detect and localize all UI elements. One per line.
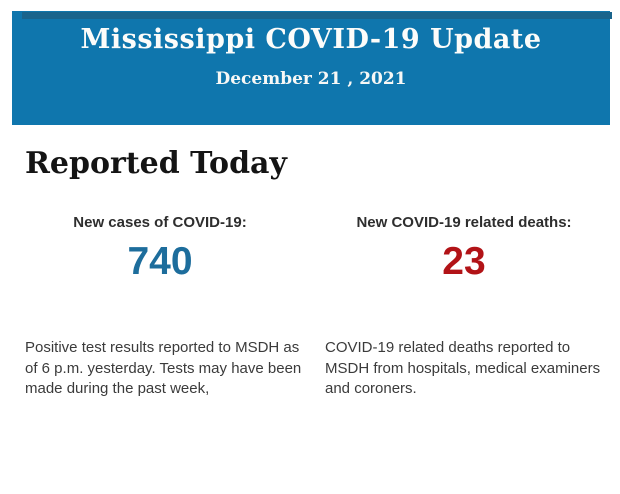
new-cases-label: New cases of COVID-19: [73, 214, 247, 231]
new-deaths-description: COVID-19 related deaths reported to MSDH… [325, 338, 603, 400]
section-heading: Reported Today [25, 146, 287, 181]
new-deaths-label: New COVID-19 related deaths: [356, 214, 572, 231]
stats-row: New cases of COVID-19: 740 Positive test… [25, 214, 620, 400]
stat-new-deaths: New COVID-19 related deaths: 23 COVID-19… [325, 214, 603, 400]
description-line: of 6 p.m. yesterday. Tests may have been [25, 359, 302, 377]
content-area: Reported Today New cases of COVID-19: 74… [0, 146, 620, 400]
page-title: Mississippi COVID-19 Update [80, 24, 542, 55]
header-date: December 21 , 2021 [215, 69, 407, 89]
description-line: and coroners. [325, 380, 417, 397]
description-line: made during the past week, [25, 380, 210, 397]
covid-update-notice: Mississippi COVID-19 Update December 21 … [0, 11, 620, 400]
new-cases-description: Positive test results reported to MSDH a… [25, 338, 302, 400]
new-deaths-value: 23 [442, 240, 486, 283]
header-top-strip [22, 12, 612, 19]
description-line: Positive test results reported to MSDH a… [25, 339, 300, 356]
description-line: MSDH from hospitals, medical examiners [325, 359, 601, 377]
header-banner: Mississippi COVID-19 Update December 21 … [12, 11, 610, 125]
description-line: COVID-19 related deaths reported to [325, 339, 571, 356]
stat-new-cases: New cases of COVID-19: 740 Positive test… [25, 214, 302, 400]
new-cases-value: 740 [127, 240, 193, 283]
